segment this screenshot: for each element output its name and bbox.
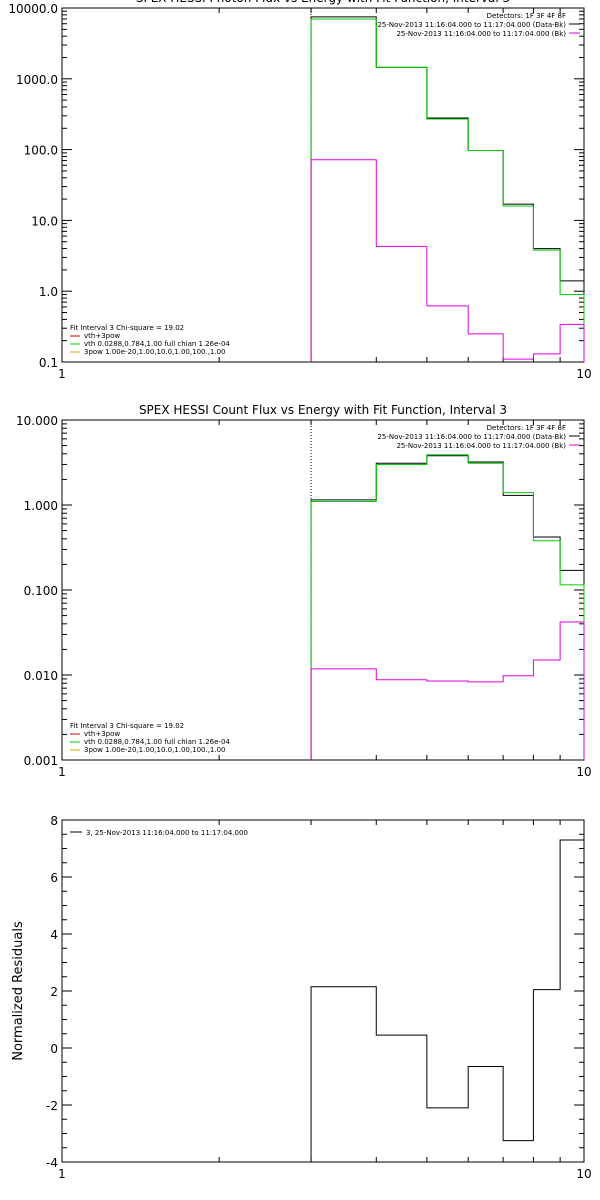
plot-frame (61, 419, 585, 761)
plot-frame (61, 819, 585, 1163)
y-tick-label: 1.000 (24, 499, 58, 513)
y-tick-label: 0.100 (24, 584, 58, 598)
y-tick-label: 8 (50, 814, 58, 828)
y-tick-label: 0.001 (24, 754, 58, 768)
legend-item: 3pow 1.00e-20,1.00,10.0,1.00,100.,1.00 (84, 746, 226, 754)
y-tick-label: 0.010 (24, 669, 58, 683)
y-tick-label: 6 (50, 871, 58, 885)
header-line: 25-Nov-2013 11:16:04.000 to 11:17:04.000… (377, 433, 566, 441)
series-line-vth-3pow (310, 454, 585, 760)
y-tick-label: 4 (50, 928, 58, 942)
header-line: Detectors: 1F 3F 4F 8F (487, 424, 566, 432)
y-tick-label: 100.0 (24, 144, 58, 158)
y-tick-label: 1.0 (39, 285, 58, 299)
chart-panel-3: 1 10 -4 -2 0 2 4 6 8 Normalized Residuals 3, 25-No… (11, 814, 592, 1181)
series-line-residuals (310, 839, 585, 1162)
header-line: 25-Nov-2013 11:16:04.000 to 11:17:04.000… (396, 30, 566, 38)
legend-item: vth+3pow (84, 332, 120, 340)
series-line-bk (310, 621, 585, 760)
chart-title: SPEX HESSI Count Flux vs Energy with Fit… (139, 403, 507, 417)
y-tick-label: -2 (46, 1099, 58, 1113)
y-tick-label: 0.1 (39, 356, 58, 370)
y-tick-label: 10.0 (31, 214, 58, 228)
chart-panel-1: SPEX HESSI Photon Flux vs Energy with Fi… (8, 0, 591, 381)
legend-item: 3pow 1.00e-20,1.00,10.0,1.00,100.,1.00 (84, 348, 226, 356)
plot-frame (61, 7, 585, 363)
header-line: Detectors: 1F 3F 4F 8F (487, 12, 566, 20)
legend-item: vth 0.0288,0.784,1.00 full chian 1.26e-0… (84, 738, 230, 746)
y-tick-label: 1000.0 (16, 73, 58, 87)
series-line-data-bk (310, 16, 585, 362)
y-axis-label: Normalized Residuals (11, 921, 26, 1061)
y-tick-label: -4 (46, 1156, 58, 1170)
x-tick-label: 1 (58, 765, 66, 779)
legend-item: 3, 25-Nov-2013 11:16:04.000 to 11:17:04.… (86, 829, 248, 837)
chart-panel-2: SPEX HESSI Count Flux vs Energy with Fit… (16, 403, 592, 779)
header-line: 25-Nov-2013 11:16:04.000 to 11:17:04.000… (377, 21, 566, 29)
x-tick-label: 10 (576, 765, 591, 779)
series-line-vth-3pow (310, 18, 585, 362)
chart-title: SPEX HESSI Photon Flux vs Energy with Fi… (136, 0, 510, 5)
series-line-bk (310, 159, 585, 362)
x-tick-label: 10 (576, 367, 591, 381)
y-tick-label: 2 (50, 985, 58, 999)
legend-item: vth 0.0288,0.784,1.00 full chian 1.26e-0… (84, 340, 230, 348)
y-tick-label: 10.000 (16, 414, 58, 428)
header-line: 25-Nov-2013 11:16:04.000 to 11:17:04.000… (396, 442, 566, 450)
y-tick-label: 0 (50, 1042, 58, 1056)
legend-heading: Fit Interval 3 Chi-square = 19.02 (70, 324, 184, 332)
legend-heading: Fit Interval 3 Chi-square = 19.02 (70, 722, 184, 730)
y-tick-label: 10000.0 (8, 2, 58, 16)
x-tick-label: 10 (576, 1167, 591, 1181)
x-tick-label: 1 (58, 1167, 66, 1181)
legend-item: vth+3pow (84, 730, 120, 738)
x-tick-label: 1 (58, 367, 66, 381)
